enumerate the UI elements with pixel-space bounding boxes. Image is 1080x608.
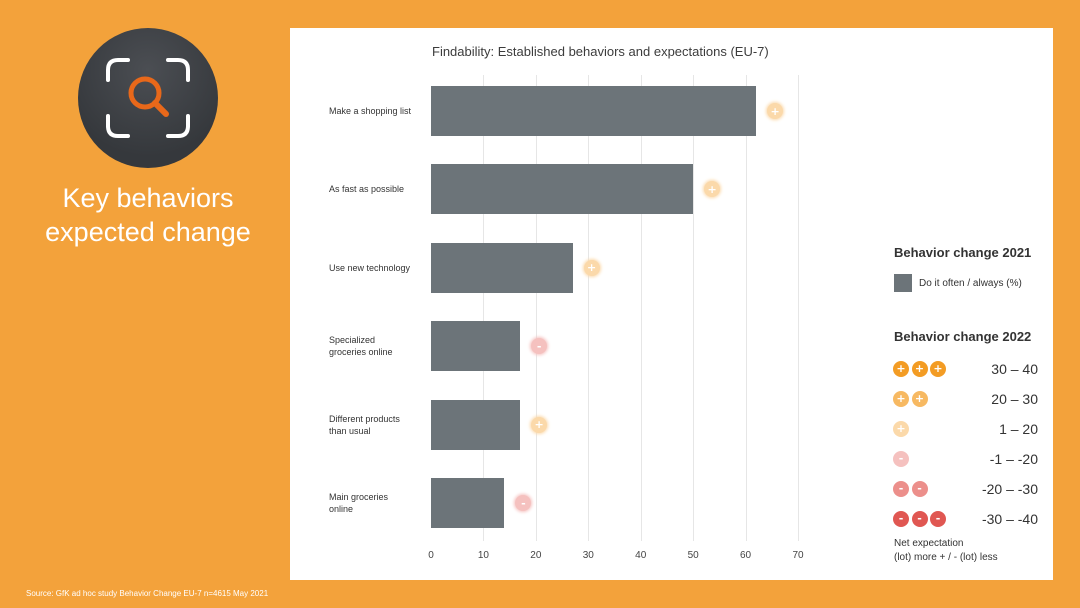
x-tick-label: 0	[428, 550, 434, 561]
gridline	[535, 75, 537, 541]
plus-icon: +	[770, 104, 780, 118]
magnifier-search-icon	[78, 28, 218, 168]
category-label: Different products than usual	[329, 413, 400, 436]
category-label: Use new technology	[329, 262, 411, 273]
legend-range-label: 1 – 20	[999, 421, 1038, 437]
minus-circle-icon: -	[930, 511, 946, 527]
slide-heading: Key behaviors expected change	[0, 181, 296, 249]
chart-title: Findability: Established behaviors and e…	[432, 44, 769, 59]
category-label: Make a shopping list	[329, 106, 412, 116]
bar	[431, 242, 573, 293]
bar-chart-plot: 0 10 20 30 40 50 60 70 Make a shopping list + As f…	[290, 28, 1053, 580]
plus-icon: +	[586, 261, 597, 275]
legend-range-label: 30 – 40	[991, 361, 1038, 377]
source-note: Source: GfK ad hoc study Behavior Change…	[26, 589, 269, 598]
plus-circle-icon: +	[930, 361, 946, 377]
gridline	[483, 75, 485, 541]
legend-range-label: -30 – -40	[981, 511, 1038, 527]
plus-circle-icon: +	[911, 391, 928, 407]
x-tick-label: 50	[687, 550, 699, 561]
legend-2022-title: Behavior change 2022	[894, 329, 1032, 344]
expectation-plus-marker: +	[704, 181, 721, 198]
legend-note-line-1: Net expectation	[894, 538, 964, 549]
gridline	[798, 75, 799, 541]
x-tick-label: 40	[635, 550, 647, 561]
gridline	[693, 75, 695, 541]
legend-row: - - -20 – -30	[893, 481, 1038, 497]
minus-circle-icon: -	[893, 511, 909, 527]
x-tick-label: 30	[582, 550, 594, 561]
x-tick-label: 60	[740, 550, 752, 561]
expectation-plus-marker: +	[531, 416, 548, 433]
legend-bar-label: Do it often / always (%)	[919, 278, 1022, 289]
minus-circle-icon: -	[911, 511, 928, 527]
minus-circle-icon: -	[911, 481, 928, 497]
category-label: Specialized groceries online	[329, 335, 393, 358]
legend-note-line-2: (lot) more + / - (lot) less	[894, 552, 998, 563]
chart-panel: Findability: Established behaviors and e…	[290, 28, 1053, 580]
legend-range-label: 20 – 30	[991, 391, 1038, 407]
legend-bar-swatch	[894, 274, 912, 292]
category-label: As fast as possible	[329, 184, 405, 195]
legend-row: + +20 – 30	[893, 391, 1038, 407]
gridline	[640, 75, 642, 541]
x-tick-label: 20	[530, 550, 542, 561]
heading-line-2: expected change	[45, 217, 251, 247]
legend-row: +1 – 20	[893, 421, 1038, 437]
plus-icon: +	[534, 418, 544, 432]
bar	[431, 321, 521, 372]
bar	[431, 86, 757, 136]
plus-circle-icon: +	[893, 361, 909, 377]
plus-icon: +	[707, 182, 717, 196]
legend-2021-title: Behavior change 2021	[894, 245, 1032, 260]
gridline	[745, 75, 747, 541]
minus-circle-icon: -	[893, 481, 909, 497]
legend-row: - - - -30 – -40	[893, 511, 1038, 527]
legend-row: + + +30 – 40	[893, 361, 1038, 377]
x-tick-label: 70	[792, 550, 804, 561]
category-label: Main groceries online	[329, 492, 389, 514]
legend-range-label: -1 – -20	[989, 451, 1038, 467]
bar	[431, 164, 694, 215]
expectation-plus-marker: +	[583, 259, 600, 276]
plus-circle-icon: +	[893, 391, 909, 407]
heading-line-1: Key behaviors	[62, 183, 234, 213]
gridline	[588, 75, 590, 541]
expectation-minus-marker: -	[515, 495, 532, 511]
expectation-minus-marker: -	[531, 338, 548, 355]
minus-icon: -	[521, 496, 526, 510]
bar	[431, 399, 521, 450]
focus-brackets	[106, 58, 190, 138]
expectation-plus-marker: +	[767, 103, 784, 119]
magnifier-glass	[128, 76, 169, 117]
legend-row: - -1 – -20	[893, 451, 1038, 467]
legend-range-label: -20 – -30	[981, 481, 1038, 497]
plus-circle-icon: +	[911, 361, 928, 377]
minus-icon: -	[536, 339, 542, 353]
search-icon-graphic	[106, 58, 190, 138]
plus-circle-icon: +	[893, 421, 909, 437]
x-tick-label: 10	[477, 550, 489, 561]
minus-circle-icon: -	[893, 451, 909, 467]
bar	[431, 478, 505, 528]
